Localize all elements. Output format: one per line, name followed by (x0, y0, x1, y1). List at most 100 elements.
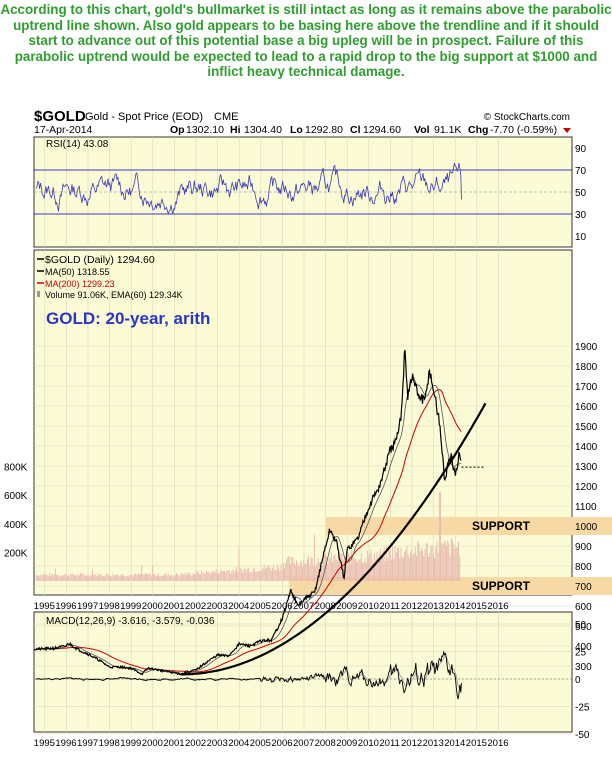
legend-ma50: MA(50) 1318.55 (45, 267, 110, 277)
year-tick: 1997 (77, 601, 98, 612)
price-tick: 1200 (575, 482, 598, 493)
year-tick: 2011 (379, 738, 399, 749)
close-value: 1294.60 (363, 124, 401, 136)
support-label: SUPPORT (472, 519, 531, 533)
rsi-series (35, 163, 462, 215)
legend-volume: Volume 91.06K, EMA(60) 129.34K (45, 290, 183, 300)
year-tick: 2009 (336, 738, 357, 749)
price-axis: 300 400 500 600 800 900 1100 1200 1300 1400 1500 16… (575, 342, 598, 673)
year-tick: 1996 (55, 738, 76, 749)
volume-bars (35, 492, 461, 581)
support-label: SUPPORT (472, 579, 531, 593)
year-tick: 1996 (55, 601, 76, 612)
year-tick: 2009 (336, 601, 357, 612)
price-panel (33, 249, 573, 596)
price-tick: 1300 (575, 462, 598, 473)
price-tick: 1900 (575, 342, 598, 353)
year-tick: 2007 (293, 738, 314, 749)
year-tick: 1999 (120, 601, 141, 612)
price-tick: 900 (575, 542, 592, 553)
support-zones: SUPPORT SUPPORT (288, 517, 612, 595)
price-tick: 300 (575, 662, 592, 673)
year-tick: 2005 (250, 738, 271, 749)
price-tick: 400 (575, 642, 592, 653)
year-tick: 2012 (401, 601, 422, 612)
chart-annotation: GOLD: 20-year, arith (46, 309, 210, 328)
open-value: 1302.10 (186, 124, 224, 136)
ma50-series (33, 377, 462, 674)
macd-series (35, 650, 462, 700)
year-tick: 2015 (466, 601, 487, 612)
support-band (288, 577, 612, 595)
year-axis-bottom: 1995 1996 1997 1998 1999 2000 2001 2002 2003 2004… (34, 738, 509, 749)
year-tick: 2016 (487, 738, 508, 749)
year-tick: 2012 (401, 738, 422, 749)
legend-gold: $GOLD (Daily) 1294.60 (45, 254, 155, 266)
year-tick: 2003 (207, 601, 228, 612)
down-arrow-icon (563, 128, 571, 133)
rsi-reference-lines (34, 169, 572, 215)
change-label: Chg (468, 124, 488, 136)
price-tick: 800 (575, 562, 592, 573)
gold-chart: $GOLD Gold - Spot Price (EOD) CME © Stoc… (4, 108, 612, 749)
macd-axis: -50 -25 0 25 50 (575, 620, 590, 741)
legend-swatch-volume (37, 291, 40, 297)
macd-tick: -25 (575, 703, 590, 714)
macd-tick: 0 (575, 675, 581, 686)
close-label: Cl (350, 124, 361, 136)
macd-tick: -50 (575, 730, 590, 741)
year-tick: 2003 (207, 738, 228, 749)
year-tick: 2013 (423, 601, 444, 612)
year-tick: 2002 (185, 601, 206, 612)
volume-tick: 200K (4, 548, 28, 559)
parabolic-trendline (180, 402, 487, 676)
macd-legend: MACD(12,26,9) -3.616, -3.579, -0.036 (46, 616, 215, 627)
price-tick: 1000 (575, 522, 598, 533)
year-tick: 2004 (228, 738, 249, 749)
low-label: Lo (290, 124, 303, 136)
rsi-tick: 30 (575, 210, 587, 221)
year-tick: 1998 (99, 601, 120, 612)
volume-value: 91.1K (434, 124, 461, 136)
year-tick: 1997 (77, 738, 98, 749)
price-tick: 600 (575, 602, 592, 613)
rsi-axis: 10 30 50 70 90 (575, 144, 587, 243)
price-tick: 700 (575, 582, 592, 593)
legend-ma200: MA(200) 1299.23 (45, 279, 115, 289)
ma200-series (33, 389, 462, 673)
year-tick: 2014 (444, 738, 465, 749)
volume-tick: 400K (4, 520, 28, 531)
watermark: © StockCharts.com (484, 112, 570, 123)
year-tick: 2002 (185, 738, 206, 749)
year-tick: 2015 (466, 738, 487, 749)
gold-price-series (33, 350, 462, 676)
high-label: Hi (230, 124, 241, 136)
rsi-tick: 10 (575, 232, 587, 243)
year-axis-top: 1995 1996 1997 1998 1999 2000 2001 2002 2003 2004… (34, 601, 509, 612)
macd-tick: 25 (575, 648, 587, 659)
rsi-legend: RSI(14) 43.08 (46, 139, 109, 150)
change-value: -7.70 (-0.59%) (490, 124, 557, 136)
macd-tick: 50 (575, 620, 587, 631)
price-legend: $GOLD (Daily) 1294.60 MA(50) 1318.55 MA(… (37, 254, 183, 300)
year-tick: 2016 (487, 601, 508, 612)
year-tick: 2010 (358, 738, 379, 749)
headline-commentary: According to this chart, gold's bullmark… (0, 2, 612, 79)
year-tick: 2004 (228, 601, 249, 612)
year-tick: 2011 (379, 601, 399, 612)
year-tick: 2010 (358, 601, 379, 612)
year-tick: 2001 (163, 738, 184, 749)
year-tick: 2006 (271, 738, 292, 749)
year-tick: 1995 (34, 738, 55, 749)
open-label: Op (170, 124, 185, 136)
volume-tick: 600K (4, 491, 28, 502)
year-tick: 2006 (271, 601, 292, 612)
year-tick: 2008 (315, 601, 336, 612)
price-tick: 1800 (575, 362, 598, 373)
year-tick: 2007 (293, 601, 314, 612)
year-tick: 1995 (34, 601, 55, 612)
price-tick: 1500 (575, 422, 598, 433)
price-tick: 500 (575, 622, 592, 633)
volume-tick: 800K (4, 463, 28, 474)
year-tick: 1999 (120, 738, 141, 749)
